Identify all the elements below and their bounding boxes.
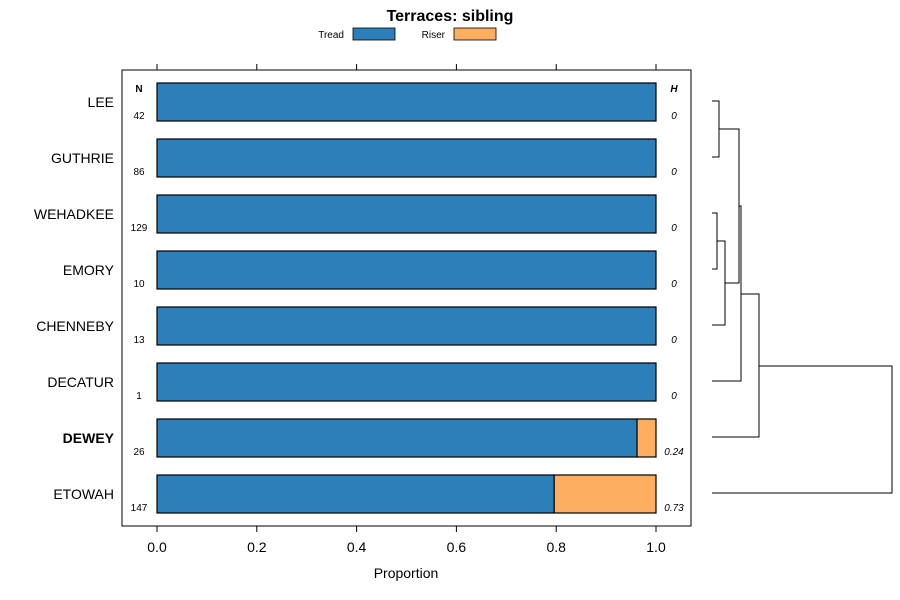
plot-frame — [121, 69, 692, 527]
bar-segment-tread — [156, 138, 657, 178]
bar-segment-riser — [636, 418, 657, 458]
n-label: 42 — [133, 111, 145, 122]
h-label: 0.24 — [664, 447, 684, 458]
h-column-header: H — [670, 84, 678, 95]
row-label: DECATUR — [47, 374, 114, 390]
bar-segment-tread — [156, 418, 638, 458]
bar-segment-tread — [156, 474, 555, 514]
x-tick-label: 0.0 — [147, 539, 167, 555]
row-label: LEE — [88, 94, 114, 110]
chart-title: Terraces: sibling — [387, 8, 514, 25]
dendrogram-branch — [712, 293, 760, 438]
x-axis-label: Proportion — [374, 565, 439, 581]
bars — [156, 82, 657, 514]
n-label: 86 — [133, 167, 145, 178]
n-label: 147 — [131, 503, 148, 514]
legend-label-riser: Riser — [422, 30, 446, 41]
dendrogram — [712, 100, 893, 494]
legend: Tread Riser — [318, 27, 497, 41]
n-label: 1 — [136, 391, 142, 402]
row-labels: LEE GUTHRIE WEHADKEE EMORY CHENNEBY DECATUR DE… — [34, 94, 115, 502]
bar-segment-tread — [156, 194, 657, 234]
n-label: 129 — [131, 223, 148, 234]
legend-swatch-tread — [352, 27, 396, 41]
legend-swatch-riser — [453, 27, 497, 41]
bar-segment-tread — [156, 250, 657, 290]
n-label: 10 — [133, 279, 145, 290]
h-label: 0 — [671, 111, 677, 122]
h-label: 0 — [671, 335, 677, 346]
h-label: 0 — [671, 279, 677, 290]
x-tick-label: 0.4 — [347, 539, 367, 555]
x-tick-label: 0.2 — [247, 539, 267, 555]
row-label: WEHADKEE — [34, 206, 114, 222]
row-label: CHENNEBY — [36, 318, 114, 334]
dendrogram-branch — [712, 205, 742, 382]
bar-segment-tread — [156, 82, 657, 122]
n-label: 13 — [133, 335, 145, 346]
bar-segment-tread — [156, 362, 657, 402]
h-label: 0 — [671, 223, 677, 234]
dendrogram-branch — [712, 240, 726, 326]
dendrogram-branch — [712, 212, 718, 270]
dendrogram-branch — [719, 128, 740, 284]
h-label: 0.73 — [664, 503, 684, 514]
bar-segment-tread — [156, 306, 657, 346]
h-labels: 0 0 0 0 0 0 0.24 0.73 — [664, 111, 684, 514]
x-tick-label: 1.0 — [646, 539, 666, 555]
row-label: GUTHRIE — [51, 150, 114, 166]
n-labels: 42 86 129 10 13 1 26 147 — [131, 111, 148, 514]
h-label: 0 — [671, 167, 677, 178]
row-label: EMORY — [63, 262, 115, 278]
legend-label-tread: Tread — [318, 30, 344, 41]
n-label: 26 — [133, 447, 145, 458]
x-axis: 0.0 0.2 0.4 0.6 0.8 1.0 — [147, 64, 666, 555]
row-label: DEWEY — [63, 430, 115, 446]
bar-segment-riser — [553, 474, 657, 514]
dendrogram-branch — [712, 365, 893, 494]
x-tick-label: 0.6 — [447, 539, 467, 555]
dendrogram-branch — [712, 100, 720, 158]
row-label: ETOWAH — [53, 486, 114, 502]
n-column-header: N — [135, 84, 142, 95]
h-label: 0 — [671, 391, 677, 402]
x-tick-label: 0.8 — [546, 539, 566, 555]
